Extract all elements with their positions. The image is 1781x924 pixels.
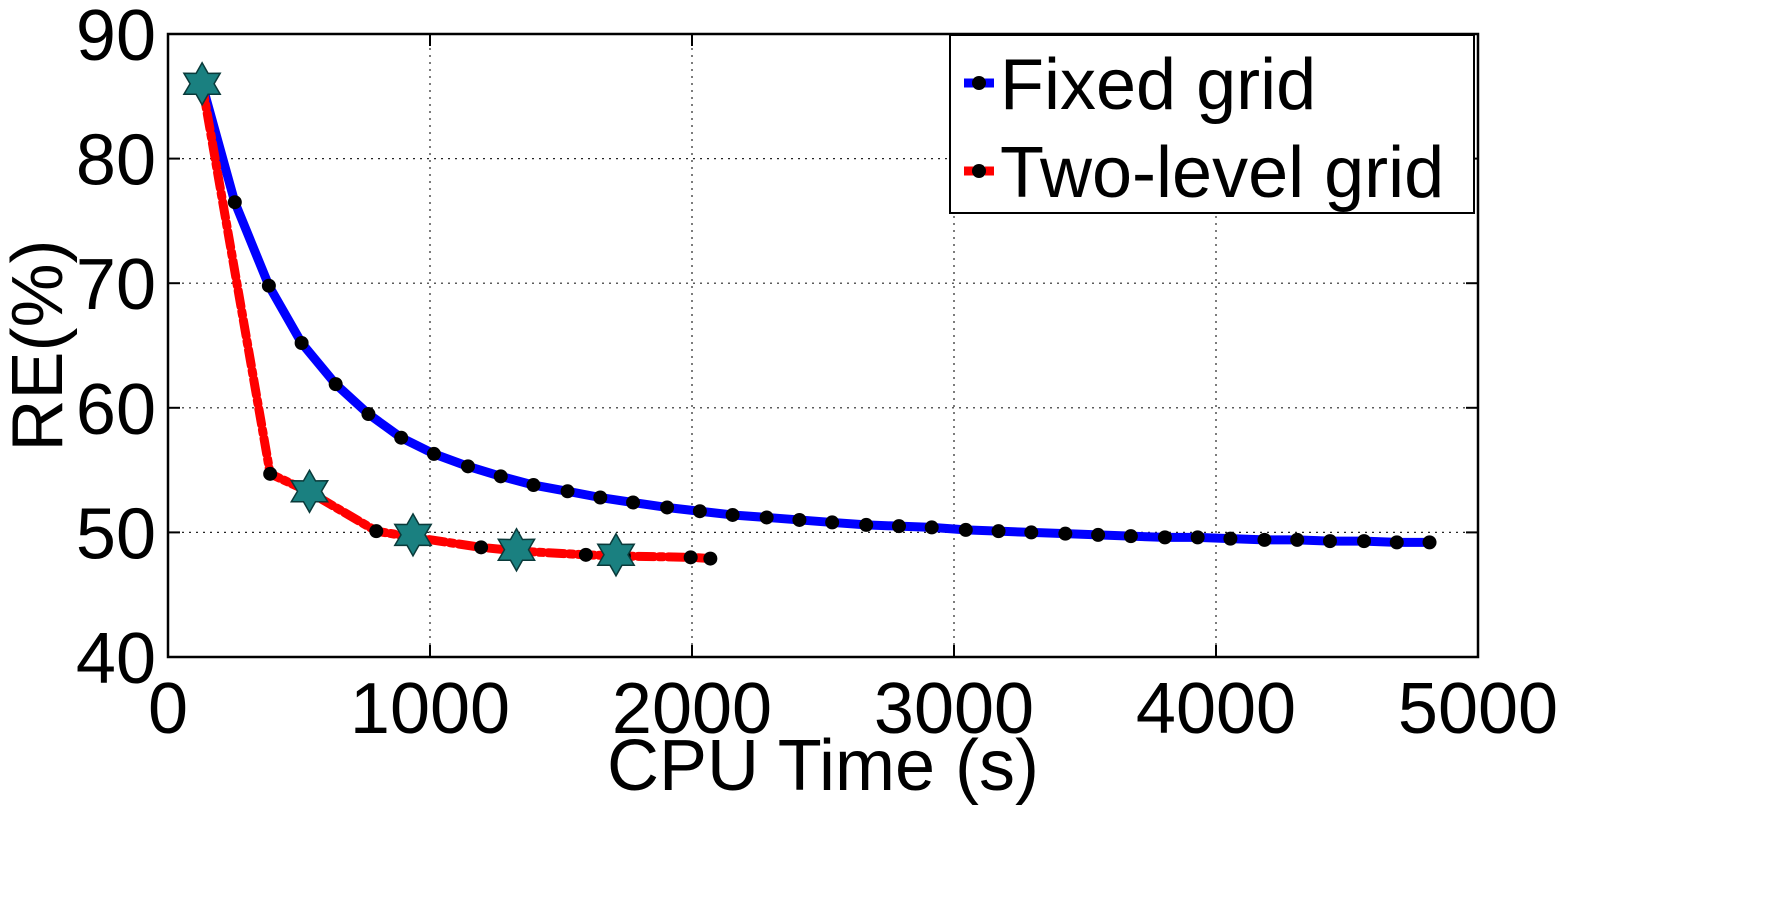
x-axis-ticks: 0 1000 2000 3000 4000 5000 [148, 34, 1558, 749]
data-point-series-0 [1024, 525, 1039, 540]
data-point-series-0 [1422, 535, 1437, 550]
x-tick-label: 0 [148, 669, 188, 749]
legend: Fixed grid Two-level grid [949, 34, 1475, 214]
data-point-series-0 [1157, 530, 1172, 545]
legend-label-two-level-grid: Two-level grid [1000, 133, 1444, 213]
data-point-series-0 [1389, 535, 1404, 550]
data-point-series-1 [683, 550, 698, 565]
data-point-series-0 [1123, 529, 1138, 544]
y-tick-label: 50 [76, 494, 156, 574]
x-tick-label: 5000 [1398, 669, 1558, 749]
x-tick-label: 3000 [874, 669, 1034, 749]
data-point-series-0 [958, 522, 973, 537]
legend-box [949, 34, 1475, 214]
data-point-series-0 [1290, 532, 1305, 547]
data-point-series-0 [1190, 530, 1205, 545]
data-point-series-0 [859, 517, 874, 532]
data-point-series-0 [261, 278, 276, 293]
data-point-series-0 [1257, 532, 1272, 547]
data-point-series-1 [263, 466, 278, 481]
y-axis-label: RE(%) [0, 240, 78, 452]
data-point-series-0 [1091, 527, 1106, 542]
data-point-series-0 [792, 512, 807, 527]
data-point-series-0 [328, 377, 343, 392]
data-point-series-0 [825, 515, 840, 530]
data-point-series-1 [703, 551, 718, 566]
y-tick-label: 80 [76, 121, 156, 201]
highlight-star-marker [182, 61, 222, 107]
data-point-series-0 [460, 459, 475, 474]
x-tick-label: 2000 [612, 669, 772, 749]
data-point-series-0 [1357, 534, 1372, 549]
data-point-series-0 [593, 490, 608, 505]
data-point-series-0 [759, 510, 774, 525]
legend-marker-two-level-grid [972, 164, 986, 178]
legend-marker-fixed-grid [972, 76, 986, 90]
y-axis-ticks: 40 50 60 70 80 90 [76, 0, 1478, 699]
highlight-star-marker [393, 512, 433, 558]
y-tick-label: 90 [76, 0, 156, 76]
data-point-series-0 [526, 478, 541, 493]
data-point-series-0 [394, 430, 409, 445]
data-point-series-0 [361, 407, 376, 422]
data-point-series-0 [294, 336, 309, 351]
data-point-series-0 [626, 495, 641, 510]
data-point-series-0 [725, 507, 740, 522]
data-point-series-0 [493, 469, 508, 484]
data-point-series-1 [578, 547, 593, 562]
data-point-series-0 [660, 500, 675, 515]
highlight-star-marker [596, 532, 636, 578]
data-point-series-0 [1322, 534, 1337, 549]
data-point-series-0 [1058, 526, 1073, 541]
data-point-series-0 [560, 484, 575, 499]
x-tick-label: 1000 [350, 669, 510, 749]
data-point-series-0 [924, 520, 939, 535]
legend-label-fixed-grid: Fixed grid [1000, 45, 1316, 125]
series-line-1 [197, 79, 715, 564]
data-point-series-0 [692, 504, 707, 519]
data-point-series-0 [1223, 531, 1238, 546]
highlight-star-markers [182, 61, 636, 578]
data-point-series-0 [891, 519, 906, 534]
x-tick-label: 4000 [1136, 669, 1296, 749]
y-tick-label: 60 [76, 370, 156, 450]
data-point-series-1 [474, 540, 489, 555]
data-point-series-1 [369, 524, 384, 539]
highlight-star-marker [496, 527, 536, 573]
y-tick-label: 70 [76, 245, 156, 325]
data-point-series-0 [227, 195, 242, 210]
plot-area-border [166, 32, 1480, 659]
data-point-series-0 [426, 446, 441, 461]
x-axis-label: CPU Time (s) [607, 726, 1039, 806]
data-point-series-0 [991, 524, 1006, 539]
y-tick-label: 40 [76, 619, 156, 699]
highlight-star-marker [289, 468, 330, 514]
